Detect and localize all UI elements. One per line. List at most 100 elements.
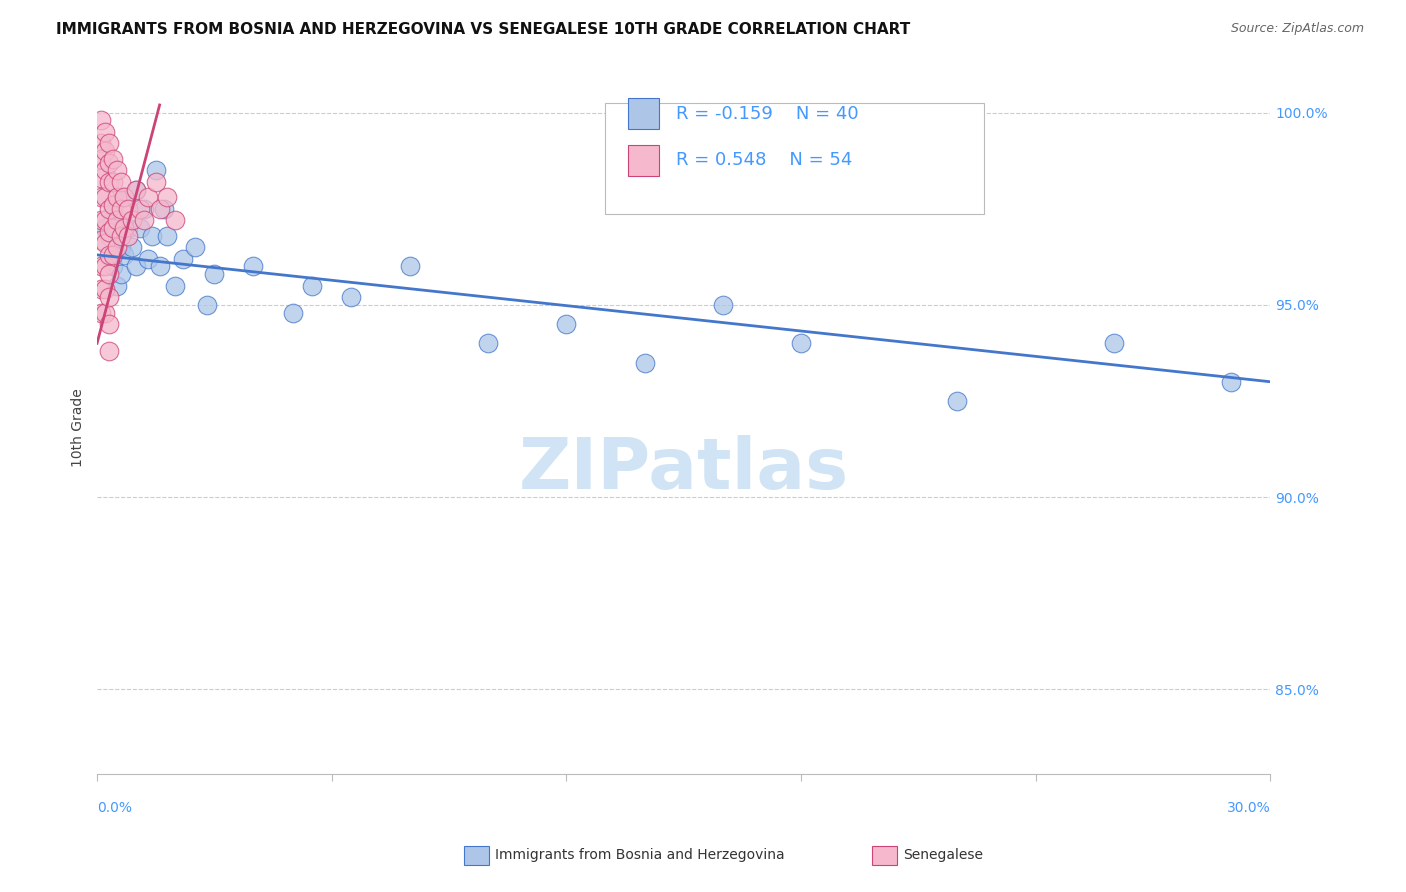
Point: [105, 213, 128, 227]
Point: [90, 233, 112, 247]
Point: [94, 144, 117, 158]
Point: [141, 228, 163, 243]
Point: [90, 190, 112, 204]
Point: [117, 202, 139, 216]
Point: [152, 202, 174, 216]
Point: [101, 198, 124, 212]
Point: [105, 190, 128, 204]
Text: 0.0%: 0.0%: [97, 801, 132, 814]
Point: [399, 260, 422, 274]
Point: [172, 252, 194, 266]
Point: [101, 221, 124, 235]
Point: [301, 278, 323, 293]
Point: [117, 221, 139, 235]
Point: [149, 202, 172, 216]
Point: [136, 252, 159, 266]
Point: [110, 202, 132, 216]
Text: 30.0%: 30.0%: [1226, 801, 1270, 814]
Point: [97, 228, 120, 243]
Point: [97, 248, 120, 262]
Point: [97, 202, 120, 216]
Point: [125, 182, 148, 196]
Point: [101, 175, 124, 189]
Text: R = -0.159    N = 40: R = -0.159 N = 40: [676, 104, 859, 123]
Point: [242, 260, 264, 274]
Point: [202, 267, 225, 281]
Point: [633, 355, 655, 369]
Point: [110, 175, 132, 189]
Point: [112, 190, 135, 204]
Point: [790, 336, 813, 351]
Point: [125, 260, 148, 274]
Point: [110, 228, 132, 243]
Point: [94, 260, 117, 274]
Text: IMMIGRANTS FROM BOSNIA AND HERZEGOVINA VS SENEGALESE 10TH GRADE CORRELATION CHAR: IMMIGRANTS FROM BOSNIA AND HERZEGOVINA V…: [56, 22, 911, 37]
Point: [121, 240, 143, 254]
Point: [121, 213, 143, 227]
Point: [97, 225, 120, 239]
Point: [110, 240, 132, 254]
Point: [477, 336, 499, 351]
Point: [97, 175, 120, 189]
Point: [90, 113, 112, 128]
Point: [149, 260, 172, 274]
Point: [1102, 336, 1125, 351]
Point: [90, 283, 112, 297]
Point: [132, 202, 155, 216]
Point: [90, 305, 112, 319]
Point: [105, 278, 128, 293]
Point: [94, 283, 117, 297]
Point: [711, 298, 734, 312]
Point: [195, 298, 218, 312]
Point: [90, 152, 112, 166]
Point: [90, 260, 112, 274]
Point: [112, 221, 135, 235]
Text: Senegalese: Senegalese: [903, 848, 983, 863]
Text: R = 0.548    N = 54: R = 0.548 N = 54: [676, 151, 852, 169]
Point: [101, 260, 124, 274]
Text: Immigrants from Bosnia and Herzegovina: Immigrants from Bosnia and Herzegovina: [495, 848, 785, 863]
Point: [165, 278, 187, 293]
Point: [145, 163, 167, 178]
Point: [555, 317, 578, 331]
Point: [125, 182, 148, 196]
Point: [156, 228, 179, 243]
Point: [90, 171, 112, 186]
Point: [94, 236, 117, 251]
Point: [156, 190, 179, 204]
Point: [129, 221, 152, 235]
Point: [117, 228, 139, 243]
Point: [101, 248, 124, 262]
Point: [112, 190, 135, 204]
Text: Source: ZipAtlas.com: Source: ZipAtlas.com: [1230, 22, 1364, 36]
Y-axis label: 10th Grade: 10th Grade: [72, 389, 86, 467]
Point: [101, 152, 124, 166]
Point: [97, 267, 120, 281]
Point: [97, 317, 120, 331]
Point: [145, 175, 167, 189]
Point: [1220, 375, 1243, 389]
Point: [105, 213, 128, 227]
Point: [97, 343, 120, 358]
Point: [97, 136, 120, 151]
Point: [97, 155, 120, 169]
Point: [165, 213, 187, 227]
Point: [946, 394, 969, 409]
Point: [94, 125, 117, 139]
Point: [94, 305, 117, 319]
Point: [112, 248, 135, 262]
Point: [94, 190, 117, 204]
Point: [90, 213, 112, 227]
Point: [136, 190, 159, 204]
Point: [281, 305, 304, 319]
Point: [132, 213, 155, 227]
Point: [105, 240, 128, 254]
Point: [105, 163, 128, 178]
Point: [340, 290, 363, 304]
Point: [129, 202, 152, 216]
Point: [94, 213, 117, 227]
Point: [90, 136, 112, 151]
Text: ZIPatlas: ZIPatlas: [519, 435, 849, 504]
Point: [101, 202, 124, 216]
Point: [110, 267, 132, 281]
